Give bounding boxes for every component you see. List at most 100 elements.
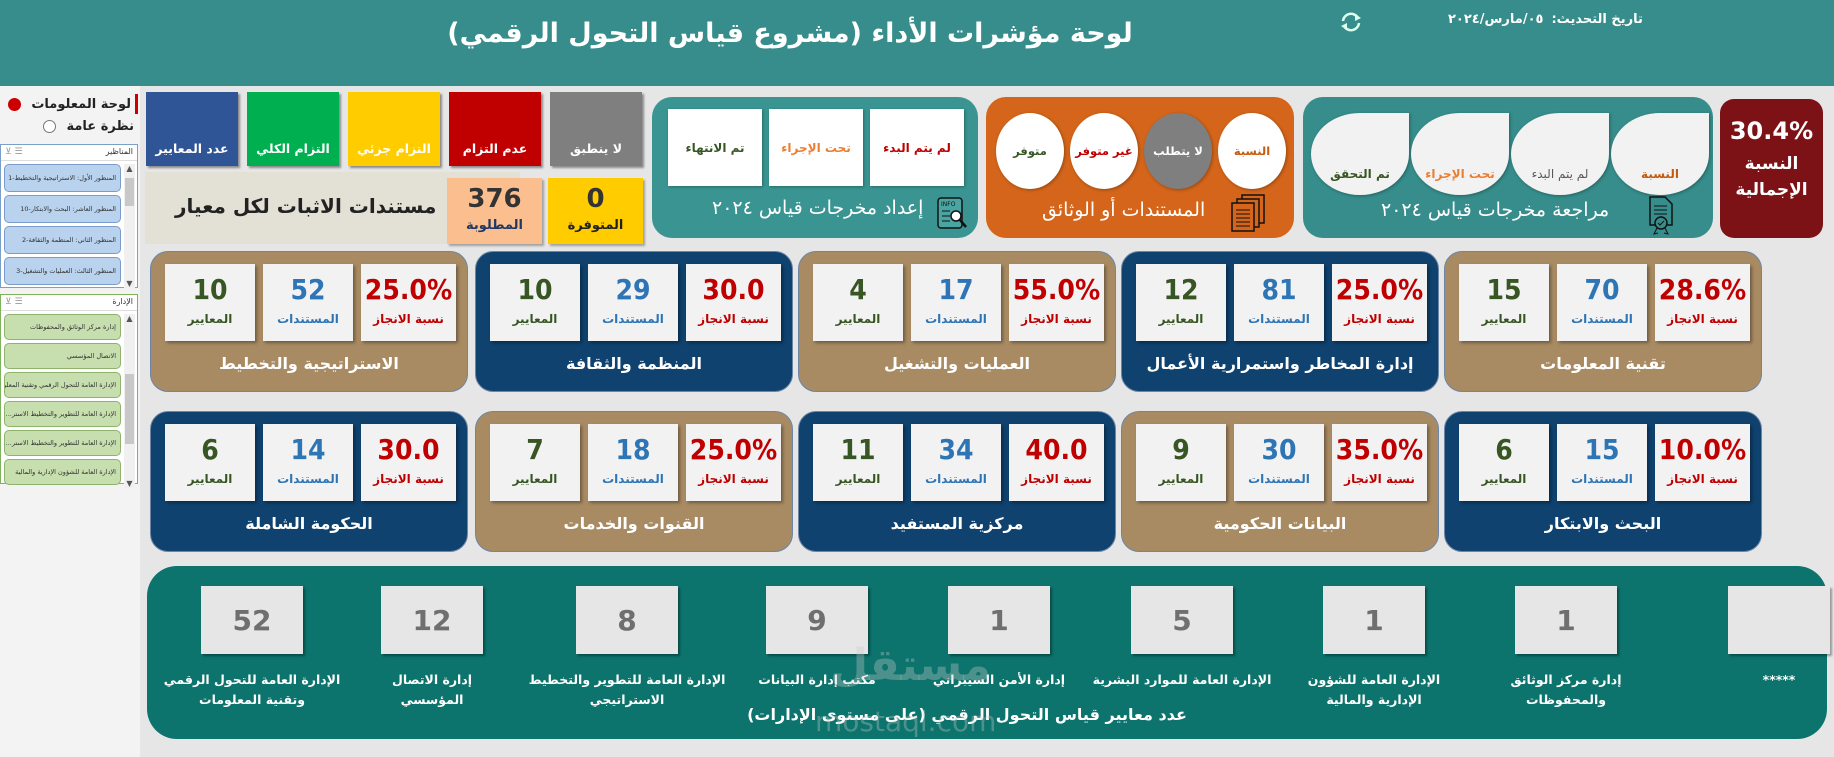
department-name: الإدارة العامة للتحول الرقمي وتقنية المع… xyxy=(163,672,341,707)
criteria-value: 10 xyxy=(192,273,228,306)
slicer-item[interactable]: الإدارة العامة للشؤون الإدارية والمالية xyxy=(4,459,121,485)
legend-partial-compliance[interactable]: التزام جزئي xyxy=(348,92,440,166)
documents-label: المستندات xyxy=(602,472,664,486)
prep-panel-title: إعداد مخرجات قياس ٢٠٢٤ xyxy=(712,197,924,219)
radio-unselected-icon[interactable] xyxy=(43,119,57,133)
doc-status-ratio[interactable]: النسبة xyxy=(1218,113,1286,189)
doc-status-unavailable[interactable]: غير متوفر xyxy=(1070,113,1138,189)
department-name: مكتب إدارة البيانات xyxy=(758,672,876,687)
slicer-header: المناظير ⊻ ☰ xyxy=(1,145,137,161)
doc-status-available[interactable]: متوفر xyxy=(996,113,1064,189)
perspective-title: البيانات الحكومية xyxy=(1213,514,1347,533)
criteria-label: المعايير xyxy=(512,472,558,486)
department-item[interactable]: 8 الإدارة العامة للتطوير والتخطيط الاسترا… xyxy=(527,586,727,710)
scroll-thumb[interactable] xyxy=(125,178,134,206)
multi-select-icon[interactable]: ☰ xyxy=(14,297,23,307)
review-panel-title: مراجعة مخرجات قياس ٢٠٢٤ xyxy=(1381,199,1610,221)
documents-label: المستندات xyxy=(925,312,987,326)
scroll-down-icon[interactable]: ▼ xyxy=(126,279,133,288)
perspectives-slicer: المناظير ⊻ ☰ المنظور الأول: الاستراتيجية… xyxy=(0,144,138,288)
status-completed[interactable]: تم الانتهاء xyxy=(668,109,762,186)
slicer-item[interactable]: الاتصال المؤسسي xyxy=(4,343,121,369)
perspective-card-gov-data[interactable]: 9 المعايير 30 المستندات 35.0% نسبة الانجاز … xyxy=(1121,411,1439,552)
review-status-not-started[interactable]: لم يتم البدء xyxy=(1511,113,1609,195)
review-status-ratio[interactable]: النسبة xyxy=(1611,113,1709,195)
scroll-thumb[interactable] xyxy=(125,374,134,444)
department-item[interactable]: 1 إدارة الأمن السيبراني xyxy=(925,586,1073,690)
legend-criteria-count[interactable]: عدد المعايير xyxy=(146,92,238,166)
slicer-tools: ⊻ ☰ xyxy=(5,297,23,308)
perspective-card-research[interactable]: 6 المعايير 15 المستندات 10.0% نسبة الانجاز … xyxy=(1444,411,1762,552)
slicer-item[interactable]: الإدارة العامة للتطوير والتخطيط الاستر..… xyxy=(4,401,121,427)
department-item[interactable]: 1 إدارة مركز الوثائق والمحفوظات xyxy=(1492,586,1640,710)
perspective-card-risk[interactable]: 12 المعايير 81 المستندات 25.0% نسبة الانجاز… xyxy=(1121,251,1439,392)
slicer-item[interactable]: إدارة مركز الوثائق والمحفوظات xyxy=(4,314,121,340)
radio-dashboard[interactable]: لوحة المعلومات xyxy=(0,94,138,114)
department-item[interactable]: 12 إدارة الاتصال المؤسسي xyxy=(367,586,497,710)
overall-ratio-value: 30.4% xyxy=(1729,117,1814,145)
criteria-value: 4 xyxy=(849,273,867,306)
perspective-card-organization[interactable]: 10 المعايير 29 المستندات 30.0 نسبة الانجاز … xyxy=(475,251,793,392)
achievement-label: نسبة الانجاز xyxy=(1021,472,1092,486)
department-count: 5 xyxy=(1131,586,1233,654)
slicer-item[interactable]: الإدارة العامة للتحول الرقمي وتقنية المع… xyxy=(4,372,121,398)
criteria-box: 10 المعايير xyxy=(165,264,255,341)
slicer-item[interactable]: المنظور الأول: الاستراتيجية والتخطيط-1 xyxy=(4,164,121,192)
perspective-card-beneficiary[interactable]: 11 المعايير 34 المستندات 40.0 نسبة الانجاز … xyxy=(798,411,1116,552)
radio-overview[interactable]: نظرة عامة xyxy=(0,116,138,136)
criteria-box: 9 المعايير xyxy=(1136,424,1226,501)
update-label-text: تاريخ التحديث: xyxy=(1551,12,1643,27)
department-item[interactable]: 1 الإدارة العامة للشؤون الإدارية والمالية xyxy=(1300,586,1448,710)
documents-label: المستندات xyxy=(925,472,987,486)
department-item[interactable]: 5 الإدارة العامة للموارد البشرية xyxy=(1087,586,1277,690)
perspective-card-channels[interactable]: 7 المعايير 18 المستندات 25.0% نسبة الانجاز … xyxy=(475,411,793,552)
perspective-card-strategy[interactable]: 10 المعايير 52 المستندات 25.0% نسبة الانجاز… xyxy=(150,251,468,392)
achievement-value: 25.0% xyxy=(364,273,453,306)
achievement-value: 55.0% xyxy=(1012,273,1101,306)
documents-box: 52 المستندات xyxy=(263,264,353,341)
clear-filter-icon[interactable]: ⊻ xyxy=(5,147,12,157)
achievement-value: 30.0 xyxy=(702,273,765,306)
legend-not-applicable[interactable]: لا ينطبق xyxy=(550,92,642,166)
department-item[interactable]: 52 الإدارة العامة للتحول الرقمي وتقنية ال… xyxy=(147,586,357,710)
slicer-item[interactable]: المنظور العاشر: البحث والابتكار-10 xyxy=(4,195,121,223)
scroll-down-icon[interactable]: ▼ xyxy=(126,479,133,488)
documents-label: المستندات xyxy=(277,472,339,486)
scroll-up-icon[interactable]: ▲ xyxy=(126,164,133,173)
review-status-in-progress[interactable]: تحت الإجراء xyxy=(1411,113,1509,195)
review-status-verified[interactable]: تم التحقق xyxy=(1311,113,1409,195)
scroll-up-icon[interactable]: ▲ xyxy=(126,314,133,323)
watermark-url: mostaql.com xyxy=(815,705,997,738)
slicer-item[interactable]: المنظور الثاني: المنظمة والثقافة-2 xyxy=(4,226,121,254)
slicer-item[interactable]: المنظور الثالث: العمليات والتشغيل-3 xyxy=(4,257,121,285)
slicer-scrollbar[interactable]: ▲ ▼ xyxy=(124,164,135,288)
documents-value: 81 xyxy=(1261,273,1297,306)
multi-select-icon[interactable]: ☰ xyxy=(14,147,23,157)
criteria-box: 15 المعايير xyxy=(1459,264,1549,341)
slicer-scrollbar[interactable]: ▲ ▼ xyxy=(124,314,135,488)
department-item[interactable]: 9 مكتب إدارة البيانات xyxy=(743,586,891,690)
clear-filter-icon[interactable]: ⊻ xyxy=(5,297,12,307)
refresh-icon[interactable] xyxy=(1338,10,1364,34)
status-not-started[interactable]: لم يتم البدء xyxy=(870,109,964,186)
slicer-item[interactable]: الإدارة العامة للتطوير والتخطيط الاستر..… xyxy=(4,430,121,456)
department-name: الإدارة العامة للتطوير والتخطيط الاسترات… xyxy=(528,672,726,707)
perspective-card-it[interactable]: 15 المعايير 70 المستندات 28.6% نسبة الانجاز… xyxy=(1444,251,1762,392)
achievement-box: 25.0% نسبة الانجاز xyxy=(686,424,781,501)
department-item[interactable]: ***** xyxy=(1705,586,1834,690)
legend-non-compliance[interactable]: عدم التزام xyxy=(449,92,541,166)
perspective-title: القنوات والخدمات xyxy=(563,514,705,533)
achievement-label: نسبة الانجاز xyxy=(1344,312,1415,326)
doc-status-not-required[interactable]: لا يتطلب xyxy=(1144,113,1212,189)
department-name: الإدارة العامة للموارد البشرية xyxy=(1092,672,1272,687)
perspective-card-whole-gov[interactable]: 6 المعايير 14 المستندات 30.0 نسبة الانجاز ا… xyxy=(150,411,468,552)
department-count: 1 xyxy=(1515,586,1617,654)
radio-selected-icon[interactable] xyxy=(8,97,22,111)
achievement-box: 55.0% نسبة الانجاز xyxy=(1009,264,1104,341)
legend-full-compliance[interactable]: التزام الكلي xyxy=(247,92,339,166)
criteria-box: 12 المعايير xyxy=(1136,264,1226,341)
perspective-card-operations[interactable]: 4 المعايير 17 المستندات 55.0% نسبة الانجاز … xyxy=(798,251,1116,392)
header-bar: لوحة مؤشرات الأداء (مشروع قياس التحول ال… xyxy=(0,0,1834,86)
status-in-progress[interactable]: تحت الإجراء xyxy=(769,109,863,186)
documents-box: 18 المستندات xyxy=(588,424,678,501)
